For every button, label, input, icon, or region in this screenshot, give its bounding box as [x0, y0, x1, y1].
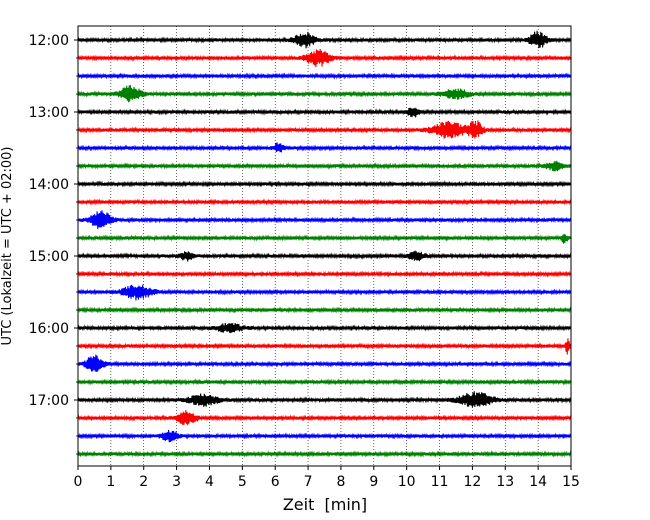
seismogram-trace — [77, 142, 572, 153]
seismogram-trace — [77, 120, 572, 139]
seismogram-trace — [77, 410, 572, 426]
x-tick-label: 6 — [271, 474, 280, 490]
y-tick-label: 15:00 — [29, 249, 69, 265]
x-tick-label: 2 — [139, 474, 148, 490]
seismogram-trace — [77, 160, 572, 172]
x-tick-label: 7 — [304, 474, 313, 490]
trace-group — [77, 30, 572, 458]
seismogram-trace — [77, 450, 572, 458]
y-tick-label: 16:00 — [29, 321, 69, 337]
seismogram-trace — [77, 210, 572, 229]
y-tick-label: 13:00 — [29, 105, 69, 121]
x-tick-label: 9 — [369, 474, 378, 490]
y-tick-label: 14:00 — [29, 177, 69, 193]
seismogram-trace — [77, 85, 572, 103]
x-tick-label: 11 — [431, 474, 449, 490]
x-tick-label: 3 — [172, 474, 181, 490]
seismogram-trace — [77, 180, 572, 188]
x-tick-label: 5 — [238, 474, 247, 490]
seismogram-trace — [77, 30, 572, 49]
x-axis: 0 1 2 3 4 5 6 7 8 9 10 11 12 13 14 15 — [74, 466, 580, 490]
y-axis-label: UTC (Lokalzeit = UTC + 02:00) — [0, 147, 15, 346]
seismogram-trace — [77, 284, 572, 301]
x-tick-label: 8 — [336, 474, 345, 490]
seismogram-trace — [77, 107, 572, 118]
x-tick-label: 10 — [398, 474, 416, 490]
seismogram-trace — [77, 72, 572, 80]
x-tick-label: 14 — [529, 474, 547, 490]
seismogram-trace — [77, 429, 572, 443]
seismogram-trace — [77, 338, 572, 355]
x-axis-label: Zeit [min] — [283, 495, 367, 514]
seismogram-trace — [77, 250, 572, 262]
x-tick-label: 12 — [463, 474, 481, 490]
seismogram-trace — [77, 49, 572, 68]
seismogram-trace — [77, 391, 572, 408]
seismogram-trace — [77, 354, 572, 372]
x-tick-label: 13 — [496, 474, 514, 490]
seismogram-trace — [77, 270, 572, 278]
plot-frame — [77, 25, 572, 467]
y-tick-label: 12:00 — [29, 33, 69, 49]
y-axis: 12:00 13:00 14:00 15:00 16:00 17:00 — [29, 33, 78, 455]
seismogram-trace — [77, 198, 572, 206]
y-tick-label: 17:00 — [29, 393, 69, 409]
x-tick-label: 0 — [74, 474, 83, 490]
x-tick-label: 4 — [205, 474, 214, 490]
seismogram-trace — [77, 378, 572, 386]
seismogram-trace — [77, 306, 572, 314]
x-grid — [110, 26, 539, 466]
seismogram-trace — [77, 233, 572, 244]
seismogram-trace — [77, 323, 572, 334]
x-tick-label: 1 — [106, 474, 115, 490]
x-tick-label: 15 — [562, 474, 580, 490]
